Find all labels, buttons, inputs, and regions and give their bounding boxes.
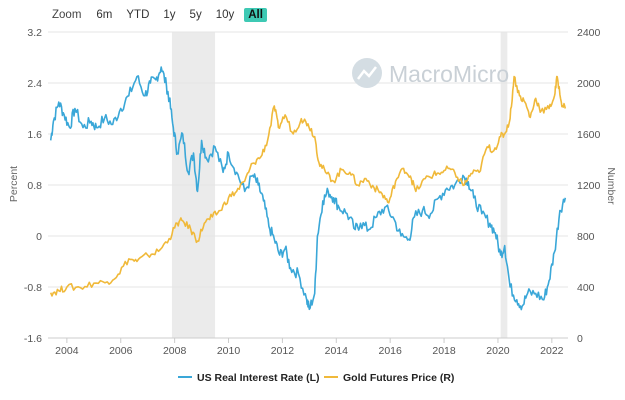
zoom-5y-button[interactable]: 5y — [189, 9, 202, 21]
left-axis-ticks: 3.2 2.4 1.6 0.8 0 -0.8 -1.6 — [24, 27, 42, 345]
right-tick-label: 800 — [577, 231, 595, 243]
zoom-toolbar: Zoom 6m YTD 1y 5y 10y All — [52, 6, 273, 24]
series-line-rate — [49, 66, 567, 311]
left-tick-label: -1.6 — [24, 333, 42, 345]
x-tick-label: 2010 — [217, 345, 241, 357]
right-tick-label: 2400 — [577, 27, 601, 39]
x-tick-label: 2018 — [432, 345, 456, 357]
x-tick-label: 2020 — [486, 345, 510, 357]
left-tick-label: 3.2 — [27, 27, 42, 39]
right-tick-label: 1200 — [577, 180, 601, 192]
x-tick-label: 2014 — [325, 345, 349, 357]
legend-gold-label[interactable]: Gold Futures Price (R) — [343, 372, 454, 384]
zoom-10y-button[interactable]: 10y — [215, 9, 235, 21]
watermark-text: MacroMicro — [389, 61, 509, 87]
x-tick-label: 2012 — [271, 345, 295, 357]
right-tick-label: 0 — [577, 333, 583, 345]
left-tick-label: 2.4 — [27, 78, 42, 90]
x-tick-label: 2006 — [109, 345, 133, 357]
left-tick-label: 0 — [36, 231, 42, 243]
zoom-1y-button[interactable]: 1y — [163, 9, 176, 21]
zoom-6m-button[interactable]: 6m — [96, 9, 113, 21]
left-tick-label: 0.8 — [27, 180, 42, 192]
x-tick-label: 2022 — [540, 345, 564, 357]
watermark: MacroMicro — [352, 58, 509, 88]
right-tick-label: 1600 — [577, 129, 601, 141]
zoom-ytd-button[interactable]: YTD — [126, 9, 150, 21]
series-line-gold — [49, 75, 567, 297]
right-axis-ticks: 2400 2000 1600 1200 800 400 0 — [577, 27, 601, 345]
left-tick-label: -0.8 — [24, 282, 42, 294]
x-tick-label: 2016 — [378, 345, 402, 357]
macromicro-logo-icon — [352, 58, 382, 88]
zoom-all-button[interactable]: All — [244, 8, 267, 22]
gridlines — [48, 31, 568, 339]
right-tick-label: 2000 — [577, 78, 601, 90]
legend: US Real Interest Rate (L) Gold Futures P… — [178, 372, 454, 384]
legend-rate-label[interactable]: US Real Interest Rate (L) — [197, 372, 320, 384]
left-tick-label: 1.6 — [27, 129, 42, 141]
zoom-label: Zoom — [52, 9, 82, 21]
x-tick-label: 2004 — [55, 345, 79, 357]
x-axis-ticks: 2004 2006 2008 2010 2012 2014 2016 2018 2020 2022 — [55, 338, 564, 357]
left-axis-title: Percent — [8, 166, 20, 202]
right-tick-label: 400 — [577, 282, 595, 294]
x-tick-label: 2008 — [163, 345, 187, 357]
series-layer — [49, 66, 567, 311]
right-axis-title: Number — [605, 167, 617, 205]
